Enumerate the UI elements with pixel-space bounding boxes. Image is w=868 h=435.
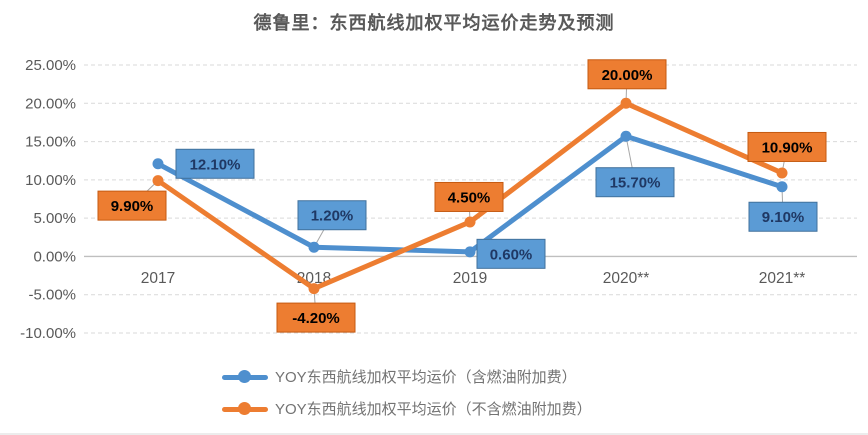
data-point-marker-without-fuel-surcharge xyxy=(620,97,632,109)
data-label-box-without-fuel-surcharge xyxy=(434,181,504,212)
y-axis-tick-label: -5.00% xyxy=(28,287,76,304)
data-label-without-fuel-surcharge: 10.90% xyxy=(762,139,813,156)
legend-item-without-fuel-surcharge: YOY东西航线加权平均运价（不含燃油附加费） xyxy=(222,396,592,421)
data-point-marker-with-fuel-surcharge xyxy=(620,130,632,142)
data-label-with-fuel-surcharge: 1.20% xyxy=(311,208,354,225)
y-axis-tick-label: 20.00% xyxy=(25,95,76,112)
data-label-with-fuel-surcharge: 12.10% xyxy=(190,156,241,173)
data-label-without-fuel-surcharge: 4.50% xyxy=(448,189,491,206)
data-point-marker-with-fuel-surcharge xyxy=(308,241,320,253)
data-label-box-with-fuel-surcharge xyxy=(748,201,818,232)
data-label-without-fuel-surcharge: -4.20% xyxy=(292,310,340,327)
data-label-box-with-fuel-surcharge xyxy=(595,167,675,198)
data-point-marker-without-fuel-surcharge xyxy=(464,216,476,228)
y-axis-tick-label: 10.00% xyxy=(25,172,76,189)
data-label-box-with-fuel-surcharge xyxy=(175,148,255,179)
data-point-marker-with-fuel-surcharge xyxy=(464,246,476,258)
legend-dot-blue xyxy=(238,369,251,383)
x-axis-label-2017: 2017 xyxy=(141,270,175,287)
legend-label-with-fuel-surcharge: YOY东西航线加权平均运价（含燃油附加费） xyxy=(275,369,577,386)
data-label-box-with-fuel-surcharge xyxy=(476,238,546,269)
legend-dot-orange xyxy=(238,401,251,415)
y-axis-tick-label: 0.00% xyxy=(33,248,76,265)
y-axis-tick-label: 5.00% xyxy=(33,210,76,227)
data-label-with-fuel-surcharge: 15.70% xyxy=(610,175,661,192)
x-axis-label-2020: 2020** xyxy=(603,270,650,287)
data-label-without-fuel-surcharge: 9.90% xyxy=(111,198,154,215)
data-label-with-fuel-surcharge: 0.60% xyxy=(490,246,533,263)
data-point-marker-with-fuel-surcharge xyxy=(152,158,164,170)
legend-line-marker-orange-icon xyxy=(222,401,268,416)
legend-label-without-fuel-surcharge: YOY东西航线加权平均运价（不含燃油附加费） xyxy=(275,401,592,418)
chart-title: 德鲁里：东西航线加权平均运价走势及预测 xyxy=(253,13,615,33)
data-label-box-without-fuel-surcharge xyxy=(97,190,167,221)
legend-line-marker-blue-icon xyxy=(222,369,268,384)
x-axis-label-2021: 2021** xyxy=(759,270,806,287)
data-label-box-without-fuel-surcharge xyxy=(276,302,356,333)
data-point-marker-without-fuel-surcharge xyxy=(152,175,164,187)
line-chart-plot: 25.00% 20.00% 15.00% 10.00% 5.00% 0.00% -5.00%… xyxy=(20,57,857,342)
data-label-without-fuel-surcharge: 20.00% xyxy=(602,67,653,84)
legend-item-with-fuel-surcharge: YOY东西航线加权平均运价（含燃油附加费） xyxy=(222,364,592,389)
data-label-with-fuel-surcharge: 9.10% xyxy=(762,209,805,226)
y-axis-tick-label: 25.00% xyxy=(25,57,76,74)
y-axis-tick-label: 15.00% xyxy=(25,134,76,151)
data-label-box-without-fuel-surcharge xyxy=(747,131,827,162)
data-label-box-without-fuel-surcharge xyxy=(587,59,667,90)
y-axis-tick-label: -10.00% xyxy=(20,325,76,342)
data-label-box-with-fuel-surcharge xyxy=(297,200,367,231)
data-point-marker-without-fuel-surcharge xyxy=(308,283,320,295)
data-point-marker-without-fuel-surcharge xyxy=(776,167,788,179)
chart-legend: YOY东西航线加权平均运价（含燃油附加费） YOY东西航线加权平均运价（不含燃油… xyxy=(222,364,592,421)
x-axis-label-2019: 2019 xyxy=(453,270,487,287)
data-point-marker-with-fuel-surcharge xyxy=(776,181,788,193)
